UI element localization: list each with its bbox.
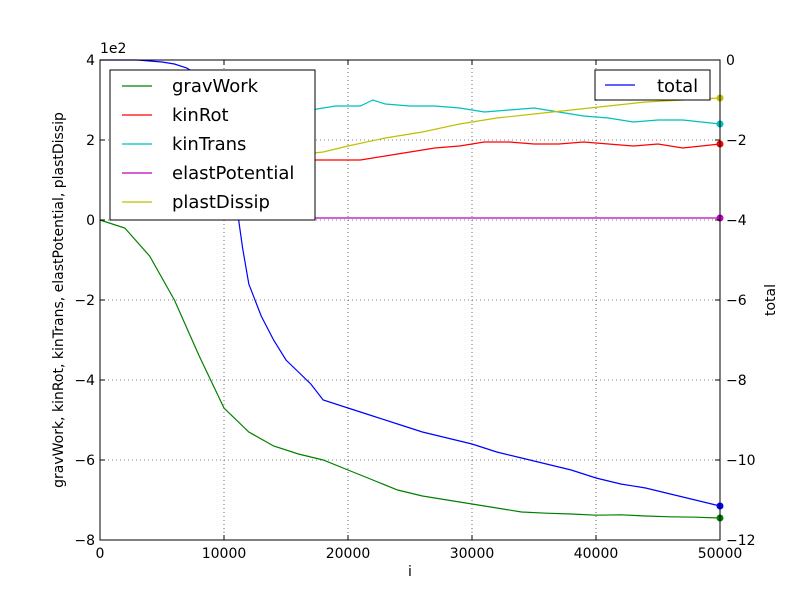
legend-right: total [594,69,711,101]
ticks: 0 10000 20000 30000 40000 50000 −8 −6 −4 −2 0 2 4 −12… [74,53,755,562]
left-y-tick-label: 4 [86,53,95,69]
series-line-kinRot [286,141,721,161]
legend-right-box [594,69,711,101]
left-y-tick-label: −8 [74,533,95,549]
x-tick-label: 30000 [450,546,495,562]
legend-label-plastDissip: plastDissip [172,192,270,213]
series-line-kinTrans [285,99,721,125]
right-y-tick-label: −6 [726,293,747,309]
right-y-tick-label: −4 [726,213,747,229]
x-tick-label: 10000 [202,546,247,562]
left-y-tick-label: −4 [74,373,95,389]
right-y-tick-label: 0 [726,53,735,69]
legend-left: gravWork kinRot kinTrans elastPotential plas… [109,69,316,221]
x-axis-label: i [408,564,412,580]
series-line-plastDissip [285,97,721,157]
left-y-tick-label: 0 [86,213,95,229]
legend-label-gravWork: gravWork [172,76,259,97]
x-tick-label: 40000 [574,546,619,562]
x-tick-label: 0 [96,546,105,562]
left-y-tick-label: −2 [74,293,95,309]
legend-label-elastPotential: elastPotential [172,163,294,184]
x-tick-label: 50000 [698,546,743,562]
left-y-tick-label: −6 [74,453,95,469]
x-tick-label: 20000 [326,546,371,562]
left-y-tick-label: 2 [86,133,95,149]
right-y-tick-label: −12 [726,533,756,549]
right-y-tick-label: −8 [726,373,747,389]
legend-label-total: total [657,76,698,97]
series-line-gravWork [99,219,721,519]
right-y-tick-label: −10 [726,453,756,469]
left-y-axis-label: gravWork, kinRot, kinTrans, elastPotenti… [51,112,67,488]
legend-label-kinTrans: kinTrans [172,134,246,155]
legend-left-box [109,69,316,221]
right-y-axis-label: total [763,284,779,316]
right-y-tick-label: −2 [726,133,747,149]
legend-label-kinRot: kinRot [172,105,229,126]
left-axis-multiplier: 1e2 [100,41,126,57]
